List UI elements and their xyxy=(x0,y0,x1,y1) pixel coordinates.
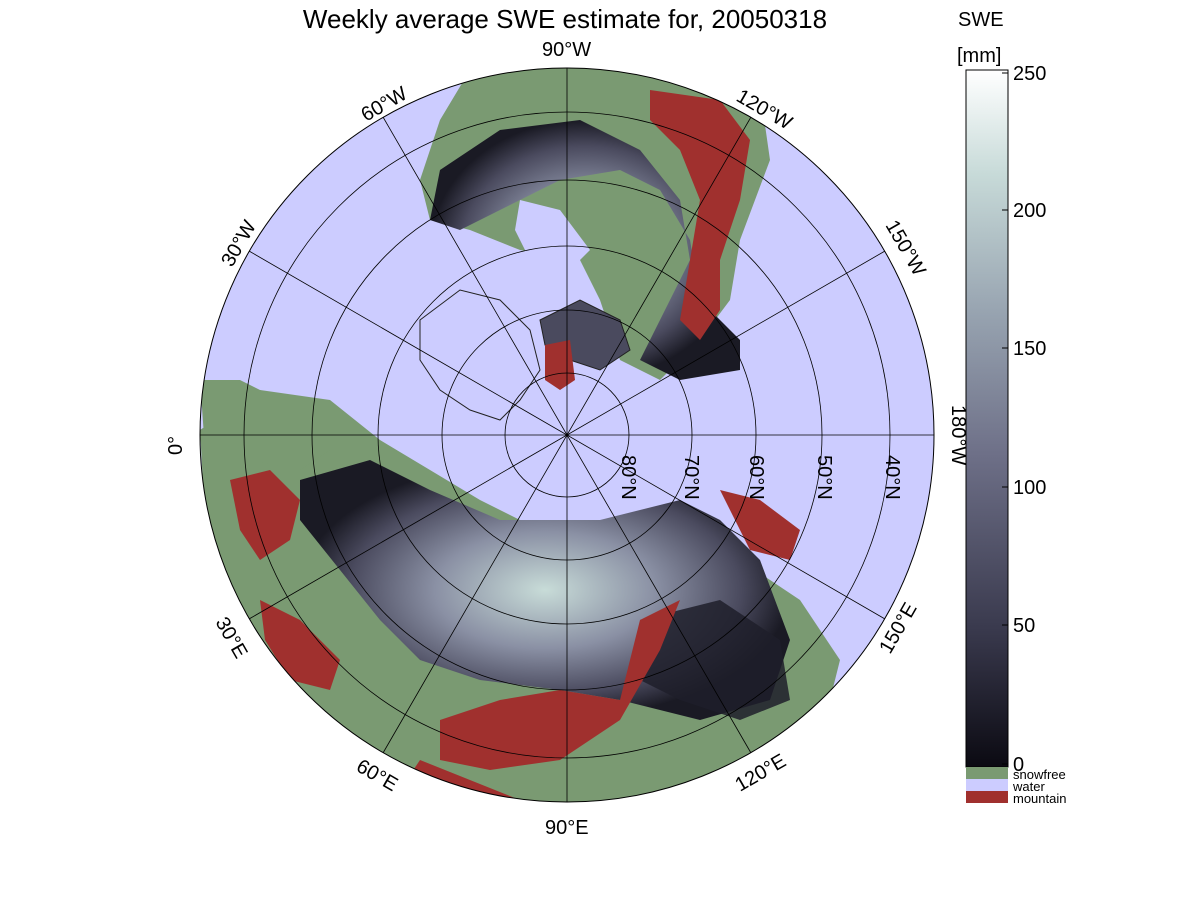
hudson-bay xyxy=(515,200,590,270)
lon-label-90e: 90°E xyxy=(545,817,589,839)
europe-west-snowfree xyxy=(200,380,330,470)
tibet-mountains xyxy=(400,760,600,802)
colorbar-tick-50: 50 xyxy=(1013,615,1035,637)
legend-swatch-snowfree xyxy=(966,767,1008,779)
lat-label-60n: 60°N xyxy=(745,455,767,500)
lon-label-30e: 30°E xyxy=(211,614,252,663)
colorbar-title-line1: SWE xyxy=(958,9,1004,31)
lon-label-180w: 180°W xyxy=(947,405,969,465)
legend-swatch-mountain xyxy=(966,791,1008,803)
colorbar-tick-150: 150 xyxy=(1013,338,1046,360)
colorbar-ticks xyxy=(1002,72,1008,765)
colorbar-tick-100: 100 xyxy=(1013,477,1046,499)
lon-label-90w: 90°W xyxy=(542,39,591,61)
colorbar-gradient xyxy=(965,69,1009,768)
legend-label-mountain: mountain xyxy=(1013,791,1066,806)
rockies-mountains xyxy=(650,90,750,340)
colorbar-title-line2: [mm] xyxy=(957,45,1001,67)
legend-label-snowfree: snowfree xyxy=(1013,767,1066,782)
map-title: Weekly average SWE estimate for, 2005031… xyxy=(302,4,828,34)
kamchatka-mountains xyxy=(720,490,800,560)
colorbar-tick-200: 200 xyxy=(1013,200,1046,222)
legend-label-water: water xyxy=(1012,779,1045,794)
lat-label-40n: 40°N xyxy=(881,455,903,500)
lat-label-80n: 80°N xyxy=(617,455,639,500)
meridian-lines xyxy=(200,68,934,802)
colorbar-tick-250: 250 xyxy=(1013,63,1046,85)
legend-swatch-water xyxy=(966,779,1008,791)
ellesmere-mountains xyxy=(545,340,575,390)
caucasus-mountains xyxy=(260,600,340,690)
north-america-snow-cover xyxy=(430,120,740,380)
colorbar-tick-0: 0 xyxy=(1013,754,1024,776)
colorbar: SWE [mm] 250 200 150 100 50 0 xyxy=(957,9,1046,776)
lon-label-0: 0° xyxy=(165,436,187,455)
siberia-low-swe xyxy=(640,600,790,720)
scandinavia-mountains xyxy=(230,470,300,560)
eurasia-mountains xyxy=(440,600,680,770)
lon-label-60e: 60°E xyxy=(353,755,402,796)
category-legend: snowfree water mountain xyxy=(966,767,1066,806)
lat-label-70n: 70°N xyxy=(680,455,702,500)
meridian-150w-30e xyxy=(248,250,886,620)
lat-label-50n: 50°N xyxy=(813,455,835,500)
